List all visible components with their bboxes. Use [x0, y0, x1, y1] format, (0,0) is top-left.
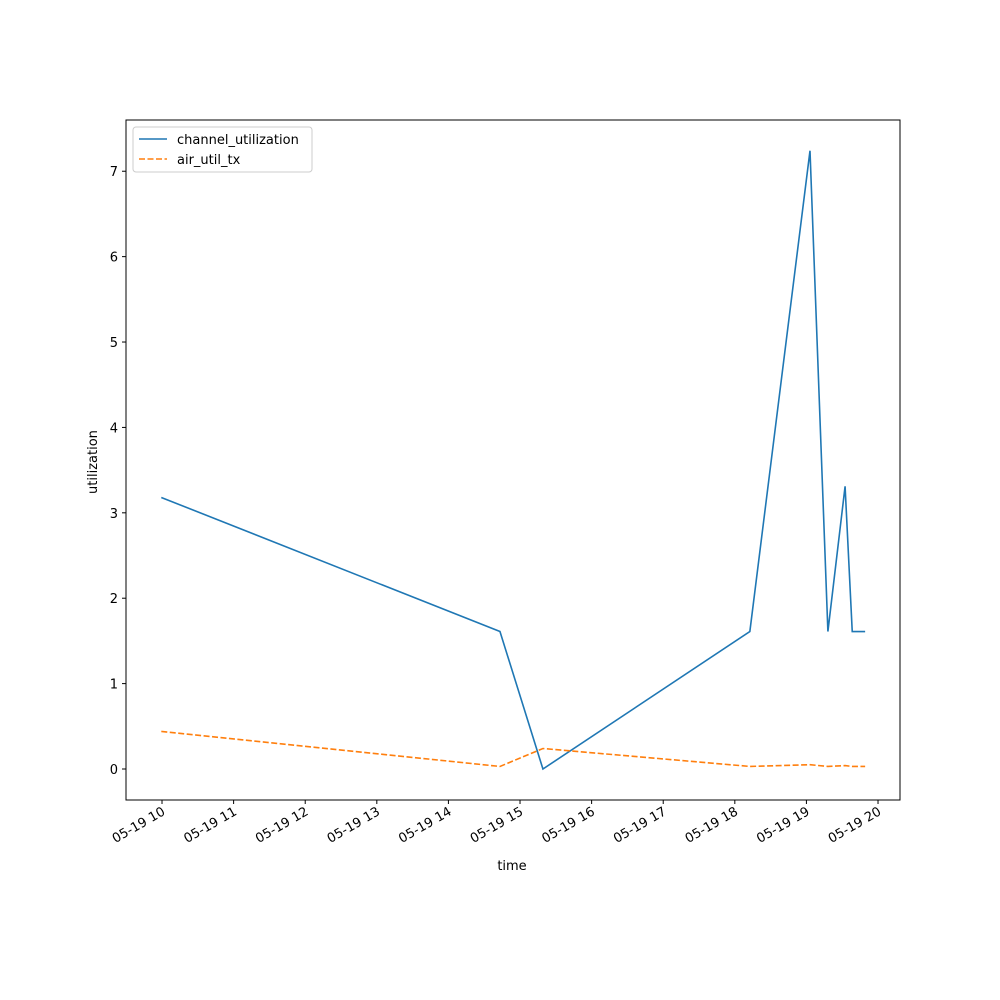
series-line — [161, 730, 866, 768]
legend-box — [132, 126, 313, 173]
y-tick-label: 4 — [110, 421, 118, 436]
y-tick-label: 2 — [110, 592, 118, 607]
series-line — [161, 150, 866, 771]
y-tick-label: 3 — [110, 507, 118, 522]
legend-label: air_util_tx — [177, 153, 241, 168]
y-tick-label: 0 — [110, 763, 118, 778]
y-tick-label: 6 — [110, 251, 118, 266]
legend-label: channel_utilization — [177, 133, 299, 148]
y-tick-label: 1 — [110, 678, 118, 693]
x-axis-label: time — [497, 859, 526, 874]
y-tick-label: 7 — [110, 165, 118, 180]
plot-frame — [125, 119, 901, 801]
y-axis-label: utilization — [86, 430, 101, 494]
y-tick-label: 5 — [110, 336, 118, 351]
